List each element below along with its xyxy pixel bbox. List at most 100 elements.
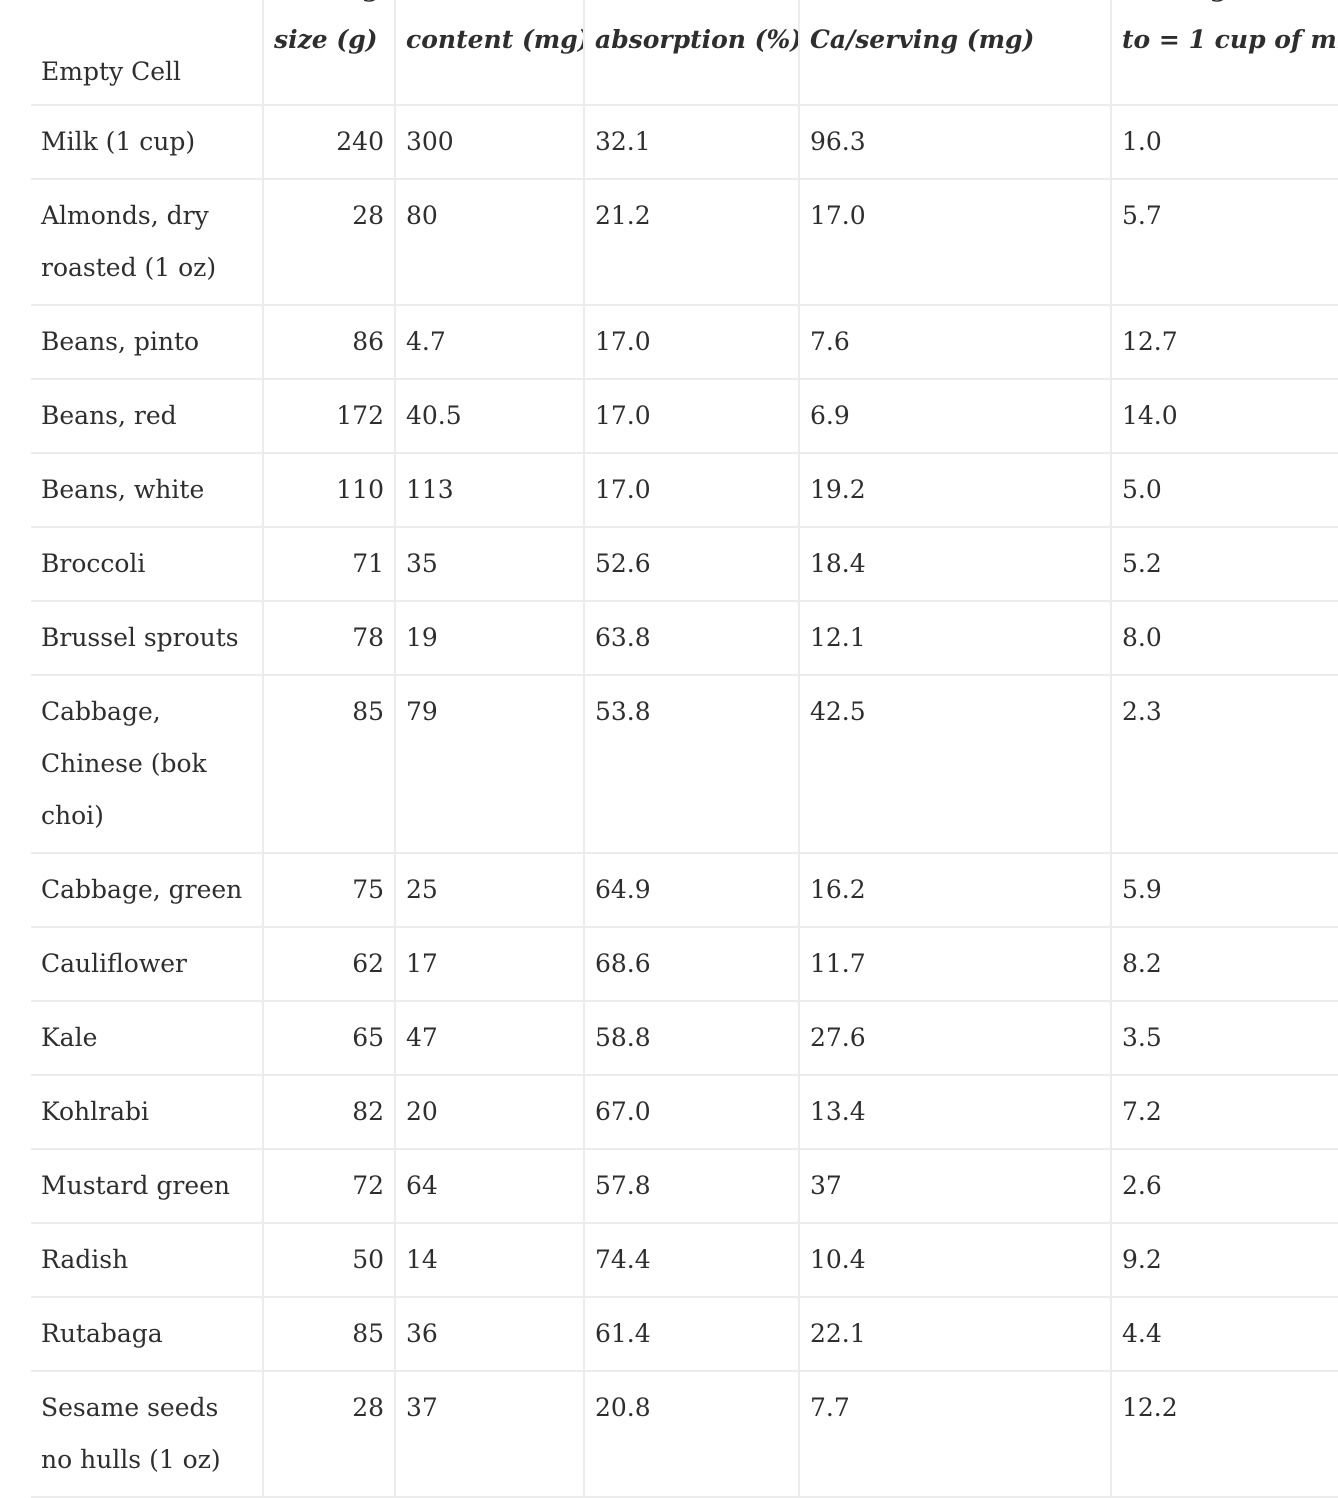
fractional-absorption-cell: 21.2 bbox=[583, 179, 799, 306]
food-name-cell: Sesame seeds no hulls (1 oz) bbox=[31, 1371, 263, 1498]
servings-needed-cell: 8.0 bbox=[1110, 601, 1338, 676]
absorbable-calcium-cell: 18.4 bbox=[798, 527, 1111, 602]
table-row: Mustard green 72 64 57.8 37 2.6 bbox=[31, 1149, 1338, 1224]
header-label-2: content (mg) bbox=[406, 25, 584, 54]
absorbable-calcium-cell: 12.1 bbox=[798, 601, 1111, 676]
servings-needed-cell: 5.7 bbox=[1110, 179, 1338, 306]
absorbable-calcium-cell: 22.1 bbox=[798, 1297, 1111, 1372]
absorbable-calcium-cell: 7.6 bbox=[798, 305, 1111, 380]
food-name-cell: Beans, red bbox=[31, 379, 263, 454]
food-name-cell: Almonds, dry roasted (1 oz) bbox=[31, 179, 263, 306]
food-name-cell: Broccoli bbox=[31, 527, 263, 602]
serving-size-cell: 72 bbox=[262, 1149, 395, 1224]
header-label-2: size (g) bbox=[274, 25, 378, 54]
fractional-absorption-cell: 68.6 bbox=[583, 927, 799, 1002]
header-label-1: Servings needed bbox=[1122, 0, 1338, 14]
serving-size-cell: 62 bbox=[262, 927, 395, 1002]
header-label-1: Estimated absorbable bbox=[810, 0, 1111, 14]
fractional-absorption-cell: 17.0 bbox=[583, 453, 799, 528]
table-row: Radish 50 14 74.4 10.4 9.2 bbox=[31, 1223, 1338, 1298]
food-name-cell: Cauliflower bbox=[31, 927, 263, 1002]
table-row: Almonds, dry roasted (1 oz) 28 80 21.2 17.0 5… bbox=[31, 179, 1338, 306]
servings-needed-cell: 8.2 bbox=[1110, 927, 1338, 1002]
header-label-1: Calcium bbox=[406, 0, 573, 14]
table-row: Broccoli 71 35 52.6 18.4 5.2 bbox=[31, 527, 1338, 602]
absorbable-calcium-cell: 11.7 bbox=[798, 927, 1111, 1002]
absorbable-calcium-cell: 17.0 bbox=[798, 179, 1111, 306]
serving-size-cell: 65 bbox=[262, 1001, 395, 1076]
food-name-cell: Kale bbox=[31, 1001, 263, 1076]
table-body: Milk (1 cup) 240 300 32.1 96.3 1.0 Almonds, dr… bbox=[31, 105, 1338, 1498]
serving-size-cell: 86 bbox=[262, 305, 395, 380]
fractional-absorption-cell: 63.8 bbox=[583, 601, 799, 676]
servings-needed-cell: 1.0 bbox=[1110, 105, 1338, 180]
calcium-content-cell: 40.5 bbox=[394, 379, 584, 454]
fractional-absorption-header: Fractional absorption (%) bbox=[583, 0, 799, 106]
table-row: Cabbage, green 75 25 64.9 16.2 5.9 bbox=[31, 853, 1338, 928]
calcium-content-cell: 37 bbox=[394, 1371, 584, 1498]
header-label-1: Fractional bbox=[595, 0, 788, 14]
absorbable-calcium-header: Estimated absorbable Ca/serving (mg) bbox=[798, 0, 1111, 106]
servings-needed-cell: 2.6 bbox=[1110, 1149, 1338, 1224]
calcium-content-cell: 25 bbox=[394, 853, 584, 928]
header-label-1: Serving bbox=[274, 0, 384, 14]
table-row: Brussel sprouts 78 19 63.8 12.1 8.0 bbox=[31, 601, 1338, 676]
calcium-content-cell: 47 bbox=[394, 1001, 584, 1076]
table-row: Rutabaga 85 36 61.4 22.1 4.4 bbox=[31, 1297, 1338, 1372]
serving-size-header: Serving size (g) bbox=[262, 0, 395, 106]
fractional-absorption-cell: 20.8 bbox=[583, 1371, 799, 1498]
fractional-absorption-cell: 32.1 bbox=[583, 105, 799, 180]
food-name-cell: Beans, white bbox=[31, 453, 263, 528]
food-column-header: Empty Cell bbox=[31, 0, 263, 106]
serving-size-cell: 82 bbox=[262, 1075, 395, 1150]
servings-needed-cell: 7.2 bbox=[1110, 1075, 1338, 1150]
serving-size-cell: 28 bbox=[262, 179, 395, 306]
table-row: Beans, red 172 40.5 17.0 6.9 14.0 bbox=[31, 379, 1338, 454]
food-name-cell: Milk (1 cup) bbox=[31, 105, 263, 180]
fractional-absorption-cell: 61.4 bbox=[583, 1297, 799, 1372]
servings-needed-cell: 14.0 bbox=[1110, 379, 1338, 454]
header-label-2: absorption (%) bbox=[595, 25, 799, 54]
table-row: Kale 65 47 58.8 27.6 3.5 bbox=[31, 1001, 1338, 1076]
calcium-content-cell: 20 bbox=[394, 1075, 584, 1150]
calcium-content-cell: 19 bbox=[394, 601, 584, 676]
absorbable-calcium-cell: 27.6 bbox=[798, 1001, 1111, 1076]
calcium-content-cell: 113 bbox=[394, 453, 584, 528]
calcium-content-cell: 35 bbox=[394, 527, 584, 602]
calcium-content-cell: 300 bbox=[394, 105, 584, 180]
calcium-content-cell: 64 bbox=[394, 1149, 584, 1224]
absorbable-calcium-cell: 96.3 bbox=[798, 105, 1111, 180]
serving-size-cell: 50 bbox=[262, 1223, 395, 1298]
absorbable-calcium-cell: 16.2 bbox=[798, 853, 1111, 928]
servings-needed-header: Servings needed to = 1 cup of milk bbox=[1110, 0, 1338, 106]
header-label-2: Ca/serving (mg) bbox=[810, 25, 1035, 54]
servings-needed-cell: 5.9 bbox=[1110, 853, 1338, 928]
calcium-content-cell: 36 bbox=[394, 1297, 584, 1372]
calcium-content-cell: 4.7 bbox=[394, 305, 584, 380]
calcium-content-cell: 79 bbox=[394, 675, 584, 854]
serving-size-cell: 78 bbox=[262, 601, 395, 676]
calcium-content-cell: 17 bbox=[394, 927, 584, 1002]
absorbable-calcium-cell: 10.4 bbox=[798, 1223, 1111, 1298]
fractional-absorption-cell: 17.0 bbox=[583, 305, 799, 380]
food-name-cell: Brussel sprouts bbox=[31, 601, 263, 676]
table-header: Empty Cell Serving size (g) Calcium content … bbox=[31, 0, 1338, 106]
header-row: Empty Cell Serving size (g) Calcium content … bbox=[31, 0, 1338, 106]
food-name-cell: Mustard green bbox=[31, 1149, 263, 1224]
calcium-content-header: Calcium content (mg) bbox=[394, 0, 584, 106]
absorbable-calcium-cell: 13.4 bbox=[798, 1075, 1111, 1150]
fractional-absorption-cell: 57.8 bbox=[583, 1149, 799, 1224]
food-name-cell: Cabbage, Chinese (bok choi) bbox=[31, 675, 263, 854]
absorbable-calcium-cell: 7.7 bbox=[798, 1371, 1111, 1498]
serving-size-cell: 85 bbox=[262, 675, 395, 854]
fractional-absorption-cell: 53.8 bbox=[583, 675, 799, 854]
servings-needed-cell: 2.3 bbox=[1110, 675, 1338, 854]
food-name-cell: Cabbage, green bbox=[31, 853, 263, 928]
serving-size-cell: 71 bbox=[262, 527, 395, 602]
header-label-2: to = 1 cup of milk bbox=[1122, 25, 1338, 54]
serving-size-cell: 240 bbox=[262, 105, 395, 180]
serving-size-cell: 110 bbox=[262, 453, 395, 528]
calcium-content-cell: 80 bbox=[394, 179, 584, 306]
serving-size-cell: 28 bbox=[262, 1371, 395, 1498]
fractional-absorption-cell: 52.6 bbox=[583, 527, 799, 602]
